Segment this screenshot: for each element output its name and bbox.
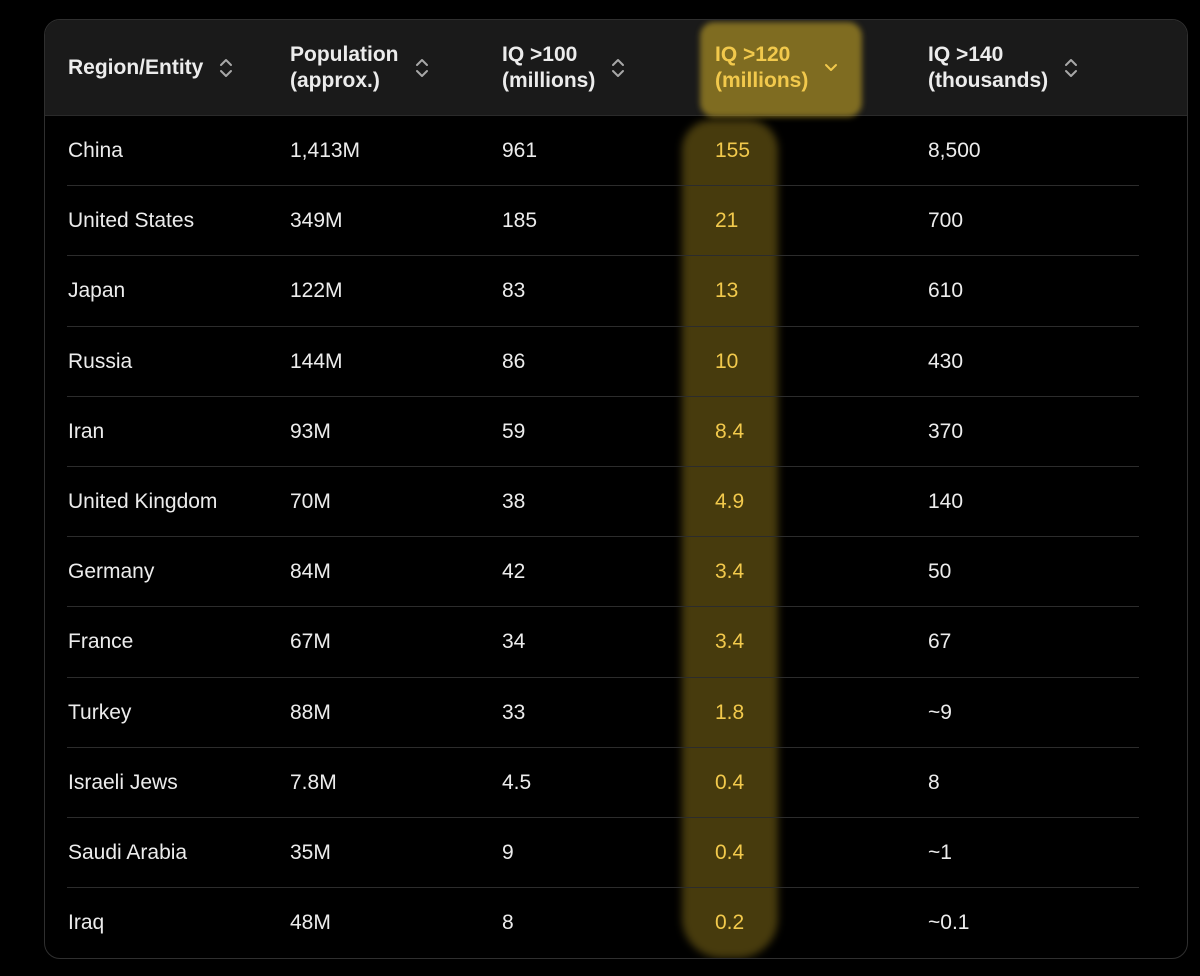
cell-region-entity: Iran (68, 419, 105, 443)
cell-iq-120: 155 (715, 139, 751, 162)
cell-iq-140: 700 (928, 209, 964, 233)
column-header-iq-100[interactable]: IQ >100 (millions) (502, 20, 625, 115)
chevron-up-down-icon[interactable] (415, 57, 429, 79)
table-row: Turkey 88M 33 1.8 ~9 (45, 678, 1187, 748)
table-row: Israeli Jews 7.8M 4.5 0.4 8 (45, 748, 1187, 819)
cell-iq-120: 0.4 (715, 840, 745, 864)
cell-region-entity: Germany (68, 560, 155, 584)
cell-iq-140: ~0.1 (928, 911, 970, 935)
cell-iq-100: 33 (502, 700, 526, 724)
cell-iq-140: 370 (928, 419, 964, 443)
cell-iq-100: 59 (502, 419, 526, 443)
column-header-sublabel: (thousands) (928, 68, 1049, 92)
cell-iq-100: 961 (502, 139, 538, 162)
table-row: Iraq 48M 8 0.2 ~0.1 (45, 888, 1187, 958)
cell-region-entity: Japan (68, 279, 126, 303)
column-header-label: IQ >120 (715, 42, 791, 66)
cell-region-entity: Russia (68, 349, 133, 373)
table-header (45, 20, 1187, 116)
cell-population: 35M (290, 840, 331, 864)
cell-iq-140: ~1 (928, 840, 952, 864)
cell-iq-140: 140 (928, 489, 964, 513)
cell-iq-140: 67 (928, 630, 952, 654)
cell-iq-140: 50 (928, 560, 952, 584)
cell-region-entity: Turkey (68, 700, 132, 724)
cell-iq-120: 0.4 (715, 770, 745, 794)
chevron-up-down-icon[interactable] (219, 57, 233, 79)
column-header-label: IQ >140 (928, 42, 1004, 66)
cell-iq-120: 13 (715, 279, 739, 303)
cell-region-entity: United Kingdom (68, 489, 218, 513)
cell-population: 88M (290, 700, 331, 724)
data-table-card: China 1,413M 961 155 8,500 United States 349M 1… (44, 19, 1188, 959)
cell-region-entity: Israeli Jews (68, 770, 178, 794)
cell-iq-120: 3.4 (715, 560, 745, 584)
cell-iq-140: 430 (928, 349, 964, 373)
cell-region-entity: France (68, 630, 134, 654)
column-header-sublabel: (millions) (502, 68, 596, 92)
cell-iq-100: 185 (502, 209, 538, 233)
cell-iq-120: 1.8 (715, 700, 745, 724)
table-row: Iran 93M 59 8.4 370 (45, 397, 1187, 468)
table-row: Japan 122M 83 13 610 (45, 256, 1187, 327)
cell-region-entity: Saudi Arabia (68, 840, 188, 864)
column-header-sublabel: (approx.) (290, 68, 380, 92)
table-row: China 1,413M 961 155 8,500 (45, 116, 1187, 187)
cell-population: 48M (290, 911, 331, 935)
chevron-up-down-icon[interactable] (611, 57, 625, 79)
cell-iq-120: 3.4 (715, 630, 745, 654)
column-header-population[interactable]: Population (approx.) (290, 20, 429, 115)
column-header-label: Population (290, 42, 399, 66)
cell-population: 7.8M (290, 770, 337, 794)
cell-iq-120: 8.4 (715, 419, 745, 443)
cell-population: 122M (290, 279, 343, 303)
column-header-iq-120[interactable]: IQ >120 (millions) (715, 20, 838, 115)
highlighter-mark-header (700, 22, 862, 117)
cell-iq-120: 21 (715, 209, 739, 233)
column-header-iq-140[interactable]: IQ >140 (thousands) (928, 20, 1078, 115)
table-row: Germany 84M 42 3.4 50 (45, 537, 1187, 608)
cell-iq-100: 42 (502, 560, 526, 584)
cell-iq-120: 4.9 (715, 489, 745, 513)
column-header-sublabel: (millions) (715, 68, 809, 92)
column-header-label: IQ >100 (502, 42, 578, 66)
cell-iq-100: 34 (502, 630, 526, 654)
chevron-up-down-icon[interactable] (1064, 57, 1078, 79)
cell-iq-100: 8 (502, 911, 514, 935)
table-row: United States 349M 185 21 700 (45, 186, 1187, 257)
cell-iq-120: 10 (715, 349, 739, 373)
column-header-region-entity[interactable]: Region/Entity (68, 20, 233, 115)
cell-iq-100: 38 (502, 489, 526, 513)
cell-region-entity: China (68, 139, 123, 162)
cell-iq-140: 8 (928, 770, 940, 794)
chevron-down-icon[interactable] (824, 57, 838, 79)
cell-population: 349M (290, 209, 343, 233)
cell-population: 93M (290, 419, 331, 443)
cell-population: 67M (290, 630, 331, 654)
cell-iq-140: 8,500 (928, 139, 981, 162)
cell-iq-100: 9 (502, 840, 514, 864)
cell-iq-140: 610 (928, 279, 964, 303)
cell-population: 1,413M (290, 139, 361, 162)
cell-iq-120: 0.2 (715, 911, 745, 935)
cell-iq-100: 83 (502, 279, 526, 303)
cell-population: 144M (290, 349, 343, 373)
cell-population: 84M (290, 560, 331, 584)
table-row: United Kingdom 70M 38 4.9 140 (45, 467, 1187, 538)
table-body: China 1,413M 961 155 8,500 United States 349M 1… (45, 116, 1187, 958)
table-row: Saudi Arabia 35M 9 0.4 ~1 (45, 818, 1187, 889)
highlighter-mark-column (682, 120, 778, 958)
table-row: France 67M 34 3.4 67 (45, 607, 1187, 678)
cell-region-entity: Iraq (68, 911, 105, 935)
cell-iq-100: 86 (502, 349, 526, 373)
cell-iq-100: 4.5 (502, 770, 532, 794)
cell-iq-140: ~9 (928, 700, 952, 724)
cell-region-entity: United States (68, 209, 195, 233)
column-header-label: Region/Entity (68, 55, 204, 79)
table-row: Russia 144M 86 10 430 (45, 327, 1187, 397)
cell-population: 70M (290, 489, 331, 513)
